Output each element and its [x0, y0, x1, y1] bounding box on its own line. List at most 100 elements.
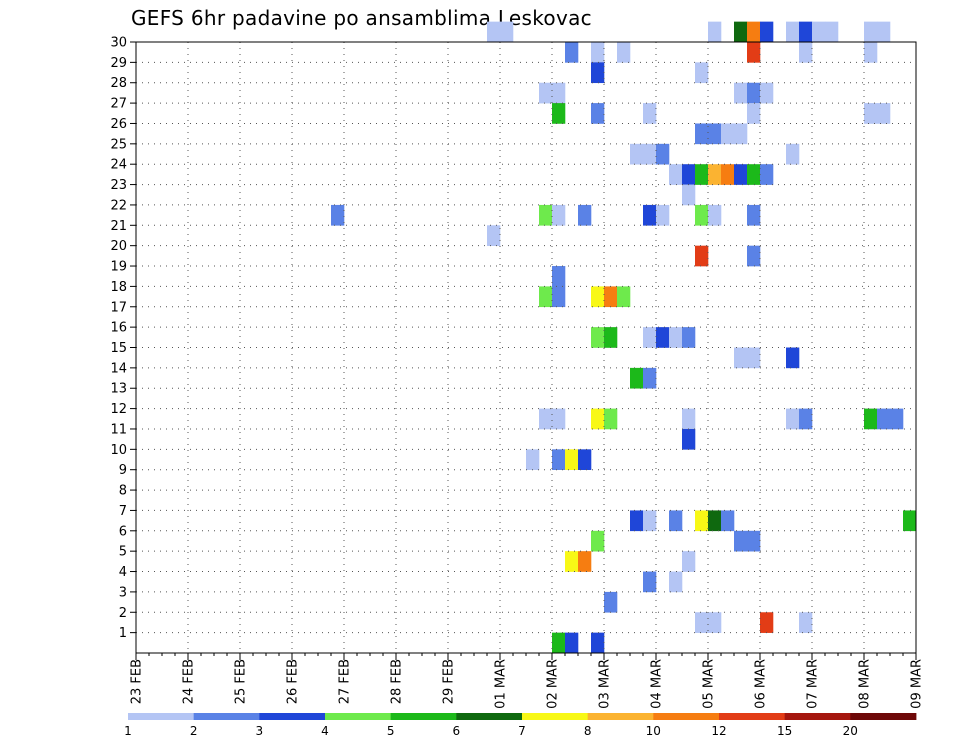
- data-cell: [799, 42, 813, 63]
- colorbar-label: 12: [711, 724, 726, 738]
- data-cell: [682, 428, 696, 450]
- y-tick-label: 12: [110, 402, 127, 417]
- data-cell: [864, 42, 878, 63]
- data-cell: [877, 21, 891, 43]
- data-cell: [669, 327, 683, 348]
- y-tick-label: 10: [110, 443, 127, 458]
- y-tick-label: 26: [110, 117, 127, 132]
- data-cell: [617, 286, 631, 308]
- data-cell: [747, 204, 761, 226]
- data-cell: [708, 21, 722, 43]
- data-cell: [552, 632, 566, 654]
- data-cell: [591, 103, 605, 124]
- data-cell: [877, 408, 891, 430]
- data-cell: [695, 164, 709, 185]
- data-cell: [643, 204, 657, 226]
- data-cell: [786, 21, 800, 43]
- data-cell: [721, 164, 735, 185]
- grid-lines: [136, 42, 916, 653]
- data-cell: [734, 164, 748, 185]
- data-cell: [604, 591, 618, 613]
- data-cell: [552, 204, 566, 226]
- data-cell: [669, 571, 683, 593]
- data-cell: [708, 204, 722, 226]
- x-axis: 23 FEB 24 FEB 25 FEB 26 FEB 27 FEB 28 FEB 29 F…: [130, 653, 925, 709]
- data-cells: [331, 21, 917, 654]
- colorbar-label: 8: [584, 724, 592, 738]
- data-cell: [708, 123, 722, 145]
- colorbar-label: 20: [843, 724, 858, 738]
- y-tick-label: 2: [119, 606, 127, 621]
- colorbar-label: 15: [777, 724, 792, 738]
- data-cell: [578, 204, 592, 226]
- data-cell: [526, 449, 540, 470]
- data-cell: [695, 204, 709, 226]
- data-cell: [630, 367, 644, 389]
- y-tick-label: 6: [119, 524, 127, 539]
- x-tick-label: 02 MAR: [546, 659, 561, 709]
- x-tick-label: 23 FEB: [130, 659, 145, 704]
- data-cell: [864, 103, 878, 124]
- data-cell: [643, 510, 657, 532]
- data-cell: [747, 164, 761, 185]
- y-tick-label: 19: [110, 260, 127, 275]
- data-cell: [747, 42, 761, 63]
- y-tick-label: 29: [110, 56, 127, 71]
- data-cell: [734, 82, 748, 104]
- data-cell: [682, 551, 696, 572]
- colorbar-swatch: [850, 713, 917, 720]
- y-tick-label: 13: [110, 382, 127, 397]
- data-cell: [630, 143, 644, 165]
- colorbar-swatch: [390, 713, 457, 720]
- colorbar-label: 6: [452, 724, 460, 738]
- y-tick-label: 15: [110, 341, 127, 356]
- data-cell: [552, 266, 566, 287]
- colorbar-label: 10: [646, 724, 661, 738]
- data-cell: [656, 204, 670, 226]
- y-tick-label: 17: [110, 300, 127, 315]
- y-tick-label: 28: [110, 76, 127, 91]
- data-cell: [799, 612, 813, 633]
- data-cell: [643, 103, 657, 124]
- x-tick-label: 08 MAR: [858, 659, 873, 709]
- data-cell: [760, 21, 774, 43]
- y-tick-label: 9: [119, 463, 127, 478]
- y-tick-label: 3: [119, 585, 127, 600]
- data-cell: [643, 571, 657, 593]
- data-cell: [708, 510, 722, 532]
- data-cell: [539, 82, 553, 104]
- colorbar-swatch: [325, 713, 392, 720]
- data-cell: [539, 408, 553, 430]
- data-cell: [643, 367, 657, 389]
- data-cell: [617, 42, 631, 63]
- data-cell: [682, 184, 696, 206]
- colorbar-label: 7: [518, 724, 526, 738]
- data-cell: [630, 510, 644, 532]
- x-tick-label: 28 FEB: [390, 659, 405, 704]
- data-cell: [565, 632, 579, 654]
- colorbar-swatch: [653, 713, 720, 720]
- y-tick-label: 4: [119, 565, 127, 580]
- data-cell: [682, 327, 696, 348]
- colorbar-swatch: [522, 713, 589, 720]
- colorbar-label: 3: [255, 724, 263, 738]
- data-cell: [591, 42, 605, 63]
- x-tick-label: 24 FEB: [182, 659, 197, 704]
- data-cell: [604, 327, 618, 348]
- y-tick-label: 30: [110, 36, 127, 51]
- data-cell: [721, 510, 735, 532]
- data-cell: [656, 143, 670, 165]
- x-tick-label: 09 MAR: [910, 659, 925, 709]
- data-cell: [487, 225, 501, 246]
- y-tick-label: 21: [110, 219, 127, 234]
- data-cell: [747, 347, 761, 369]
- data-cell: [578, 449, 592, 470]
- colorbar-swatch: [784, 713, 851, 720]
- data-cell: [487, 21, 501, 43]
- data-cell: [682, 408, 696, 430]
- data-cell: [786, 143, 800, 165]
- data-cell: [552, 449, 566, 470]
- data-cell: [656, 327, 670, 348]
- colorbar-swatch: [719, 713, 786, 720]
